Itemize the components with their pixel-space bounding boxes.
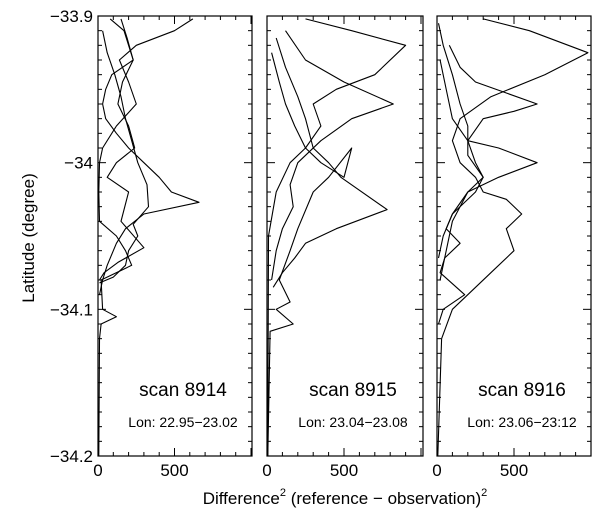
panel-1-title: scan 8914 [139, 380, 227, 401]
panel-2-series-group [267, 18, 407, 456]
panel-3-x-tick-label: 500 [500, 461, 528, 480]
y-tick-label: −34.2 [50, 447, 93, 466]
panel-2-x-tick-label: 500 [330, 461, 358, 480]
panel-3-series-1-line [437, 18, 589, 456]
y-tick-label: −33.9 [50, 7, 93, 26]
y-axis-title: Latitude (degree) [19, 173, 38, 302]
x-axis-title: Difference2 (reference − observation)2 [203, 487, 488, 508]
panel-2-series-1-line [267, 18, 407, 456]
x-axis-title-main: Difference [203, 489, 280, 508]
panel-3-series-4-line [437, 23, 484, 325]
panel-2-series-3-line [272, 37, 388, 288]
panel-3-series-group [437, 18, 589, 456]
panel-1-lon-label-background [126, 413, 240, 431]
panel-2-series-4-line [267, 52, 353, 456]
x-axis-title-middle: (reference − observation) [286, 489, 481, 508]
panel-3-series-2-line [439, 45, 538, 281]
panel-2-series-2-line [271, 30, 394, 281]
panel-3-title: scan 8916 [478, 380, 566, 401]
panel-2: 0 500 scan 8915 Lon: 23.04−23.08 [262, 15, 424, 480]
panel-1-series-2-line [99, 18, 145, 281]
x-axis-title-sup-1: 2 [280, 487, 286, 499]
panel-1: 0 500 scan 8914 Lon: 22.95−23.02 [93, 15, 253, 480]
panel-1-lon-label: Lon: 22.95−23.02 [128, 414, 238, 430]
panel-3: 0 500 scan 8916 Lon: 23.06−23:12 [432, 15, 592, 480]
panel-1-series-3-line [99, 30, 150, 284]
y-tick-label: −34 [64, 154, 93, 173]
panel-3-series-3-line [437, 59, 484, 259]
panel-2-x-tick-label: 0 [262, 461, 271, 480]
panel-2-title: scan 8915 [309, 380, 397, 401]
panels: 0 500 scan 8914 Lon: 22.95−23.02 0 500 scan 89… [50, 7, 592, 480]
panel-2-lon-label: Lon: 23.04−23.08 [298, 414, 408, 430]
y-tick-label: −34.1 [50, 300, 93, 319]
panel-1-x-tick-label: 500 [160, 461, 188, 480]
panel-1-x-tick-label: 0 [93, 461, 102, 480]
panel-3-lon-label-background [465, 413, 579, 431]
panel-3-lon-label: Lon: 23.06−23:12 [467, 414, 577, 430]
x-axis-title-sup-2: 2 [481, 487, 487, 499]
panel-3-x-tick-label: 0 [432, 461, 441, 480]
panel-1-series-1-line [98, 18, 200, 295]
panel-2-lon-label-background [296, 413, 410, 431]
